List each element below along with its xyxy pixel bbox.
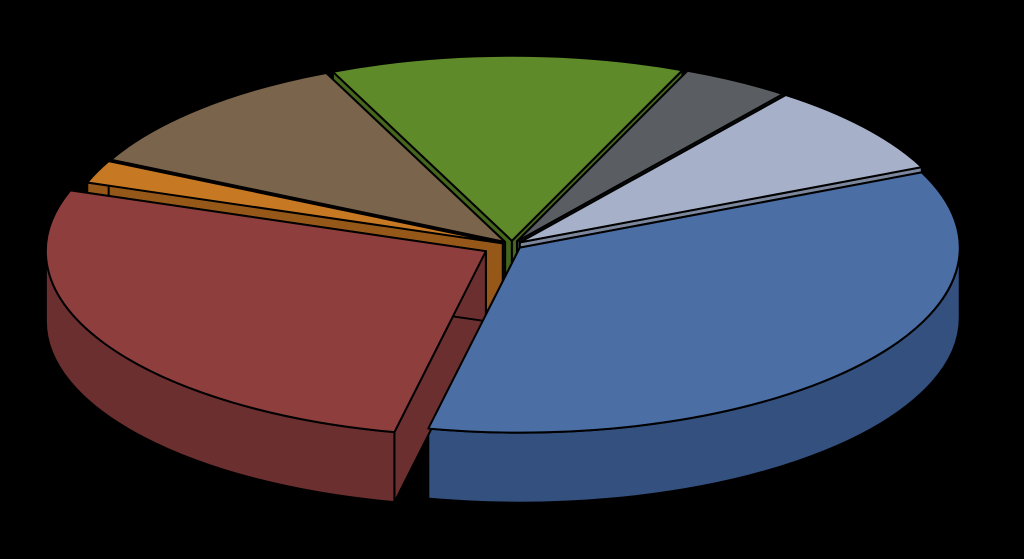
pie-3d-chart	[0, 0, 1024, 559]
